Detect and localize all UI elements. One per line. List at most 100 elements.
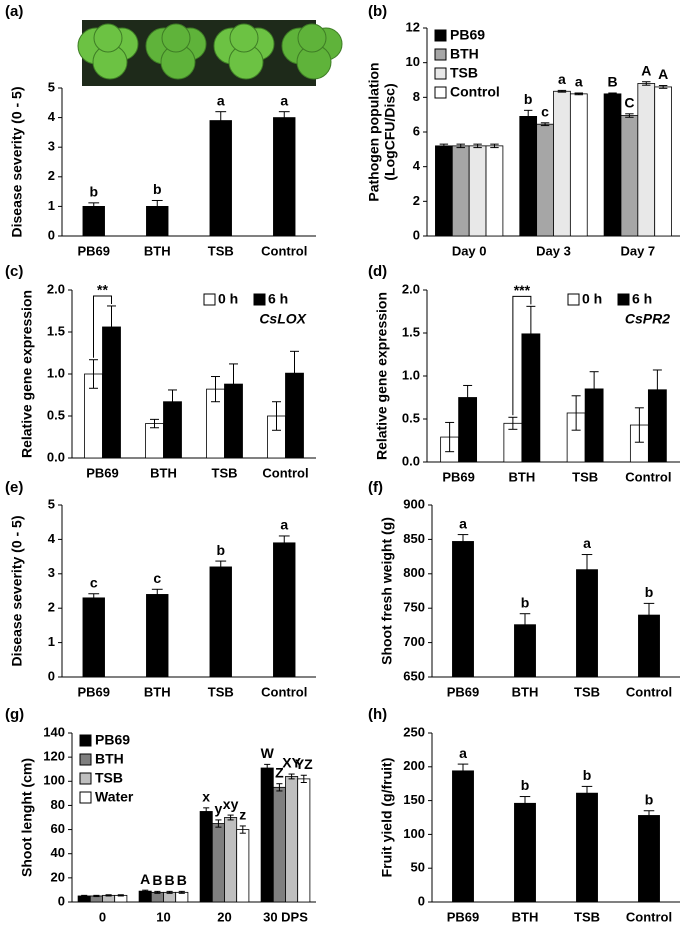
bar (451, 145, 470, 237)
y-tick-label: 0.0 (402, 453, 420, 468)
y-tick-label: 60 (51, 821, 65, 836)
y-tick-label: 3 (48, 565, 55, 580)
error-bar (151, 199, 163, 213)
significance-letter: a (217, 92, 225, 108)
error-bar (215, 819, 222, 828)
panel-label: (a) (5, 3, 23, 20)
x-tick-label: BTH (150, 465, 177, 480)
legend-label: BTH (95, 751, 124, 767)
error-bar (166, 890, 173, 894)
legend-swatch (253, 293, 266, 306)
significance-letter: y (215, 801, 223, 817)
error-bar (519, 796, 531, 811)
bar (569, 93, 588, 237)
error-bar (117, 894, 124, 897)
y-tick-label: 5 (48, 79, 55, 94)
y-tick-label: 150 (403, 792, 425, 807)
x-tick-label: Day 7 (620, 243, 655, 258)
error-bar (463, 384, 473, 411)
y-tick-label: 250 (403, 724, 425, 739)
x-tick-label: TSB (574, 684, 600, 699)
significance-letter: b (153, 181, 162, 197)
bar (435, 145, 453, 237)
error-bar (526, 305, 536, 362)
bar (236, 829, 250, 903)
error-bar (215, 560, 227, 574)
significance-letter: a (459, 515, 467, 531)
legend-label: Water (95, 789, 134, 805)
error-bar (215, 111, 227, 130)
significance-letter: b (583, 767, 592, 783)
legend-swatch (434, 29, 447, 42)
x-tick-label: PB69 (447, 909, 480, 924)
y-tick-label: 100 (43, 773, 65, 788)
error-bar (508, 416, 518, 430)
leaf (229, 23, 259, 53)
significance-letter: b (216, 542, 225, 558)
significance-letter: b (524, 91, 533, 107)
error-bar (457, 534, 469, 549)
significance-bracket (512, 295, 532, 416)
y-axis-label: Relative gene expression (19, 290, 35, 458)
x-tick-label: PB69 (77, 684, 110, 699)
legend-label: 6 h (632, 291, 652, 307)
bar (273, 117, 296, 237)
significance-letter: B (165, 872, 175, 888)
error-bar (105, 894, 112, 897)
error-bar (203, 807, 210, 816)
y-tick-label: 0 (58, 893, 65, 908)
bar (273, 542, 296, 678)
bar (297, 778, 311, 903)
significance-letter: a (459, 745, 467, 761)
error-bar (211, 376, 220, 403)
x-tick-label: Control (625, 469, 671, 484)
legend-swatch (79, 753, 92, 766)
x-tick-label: BTH (144, 243, 171, 258)
x-tick-label: PB69 (447, 684, 480, 699)
x-tick-label: BTH (512, 684, 539, 699)
bar (260, 767, 274, 903)
legend-swatch (434, 48, 447, 61)
y-axis-label: (LogCFU/Disc) (382, 83, 398, 180)
error-bar (227, 814, 234, 821)
bar (211, 823, 225, 903)
legend-label: TSB (450, 65, 478, 81)
y-tick-label: 1 (48, 634, 55, 649)
error-bar (634, 407, 644, 443)
bar (82, 597, 105, 678)
x-tick-label: 20 (217, 909, 231, 924)
bar (209, 120, 232, 237)
y-tick-label: 2 (48, 168, 55, 183)
error-bar (625, 113, 634, 118)
legend-swatch (79, 772, 92, 785)
significance-letter: YZ (295, 756, 313, 772)
error-bar (643, 810, 655, 821)
y-tick-label: 2.0 (47, 281, 65, 296)
bar (145, 423, 164, 459)
error-bar (473, 143, 482, 149)
bar (519, 116, 538, 237)
significance-letter: b (521, 594, 530, 610)
bar (138, 890, 152, 903)
x-tick-label: TSB (574, 909, 600, 924)
y-tick-label: 100 (403, 826, 425, 841)
error-bar (272, 401, 281, 431)
x-tick-label: BTH (512, 909, 539, 924)
error-bar (88, 593, 100, 603)
bar (576, 569, 598, 678)
error-bar (290, 350, 299, 396)
significance-letter: b (521, 777, 530, 793)
error-bar (540, 122, 550, 127)
panel-label: (g) (5, 706, 24, 723)
panel-label: (d) (368, 263, 387, 280)
legend-swatch (567, 293, 580, 306)
y-tick-label: 1.5 (402, 324, 420, 339)
error-bar (523, 109, 533, 123)
bar (272, 786, 286, 903)
bar (224, 817, 238, 903)
error-bar (88, 202, 100, 211)
x-tick-label: TSB (208, 684, 234, 699)
error-bar (658, 85, 668, 89)
error-bar (445, 421, 455, 453)
